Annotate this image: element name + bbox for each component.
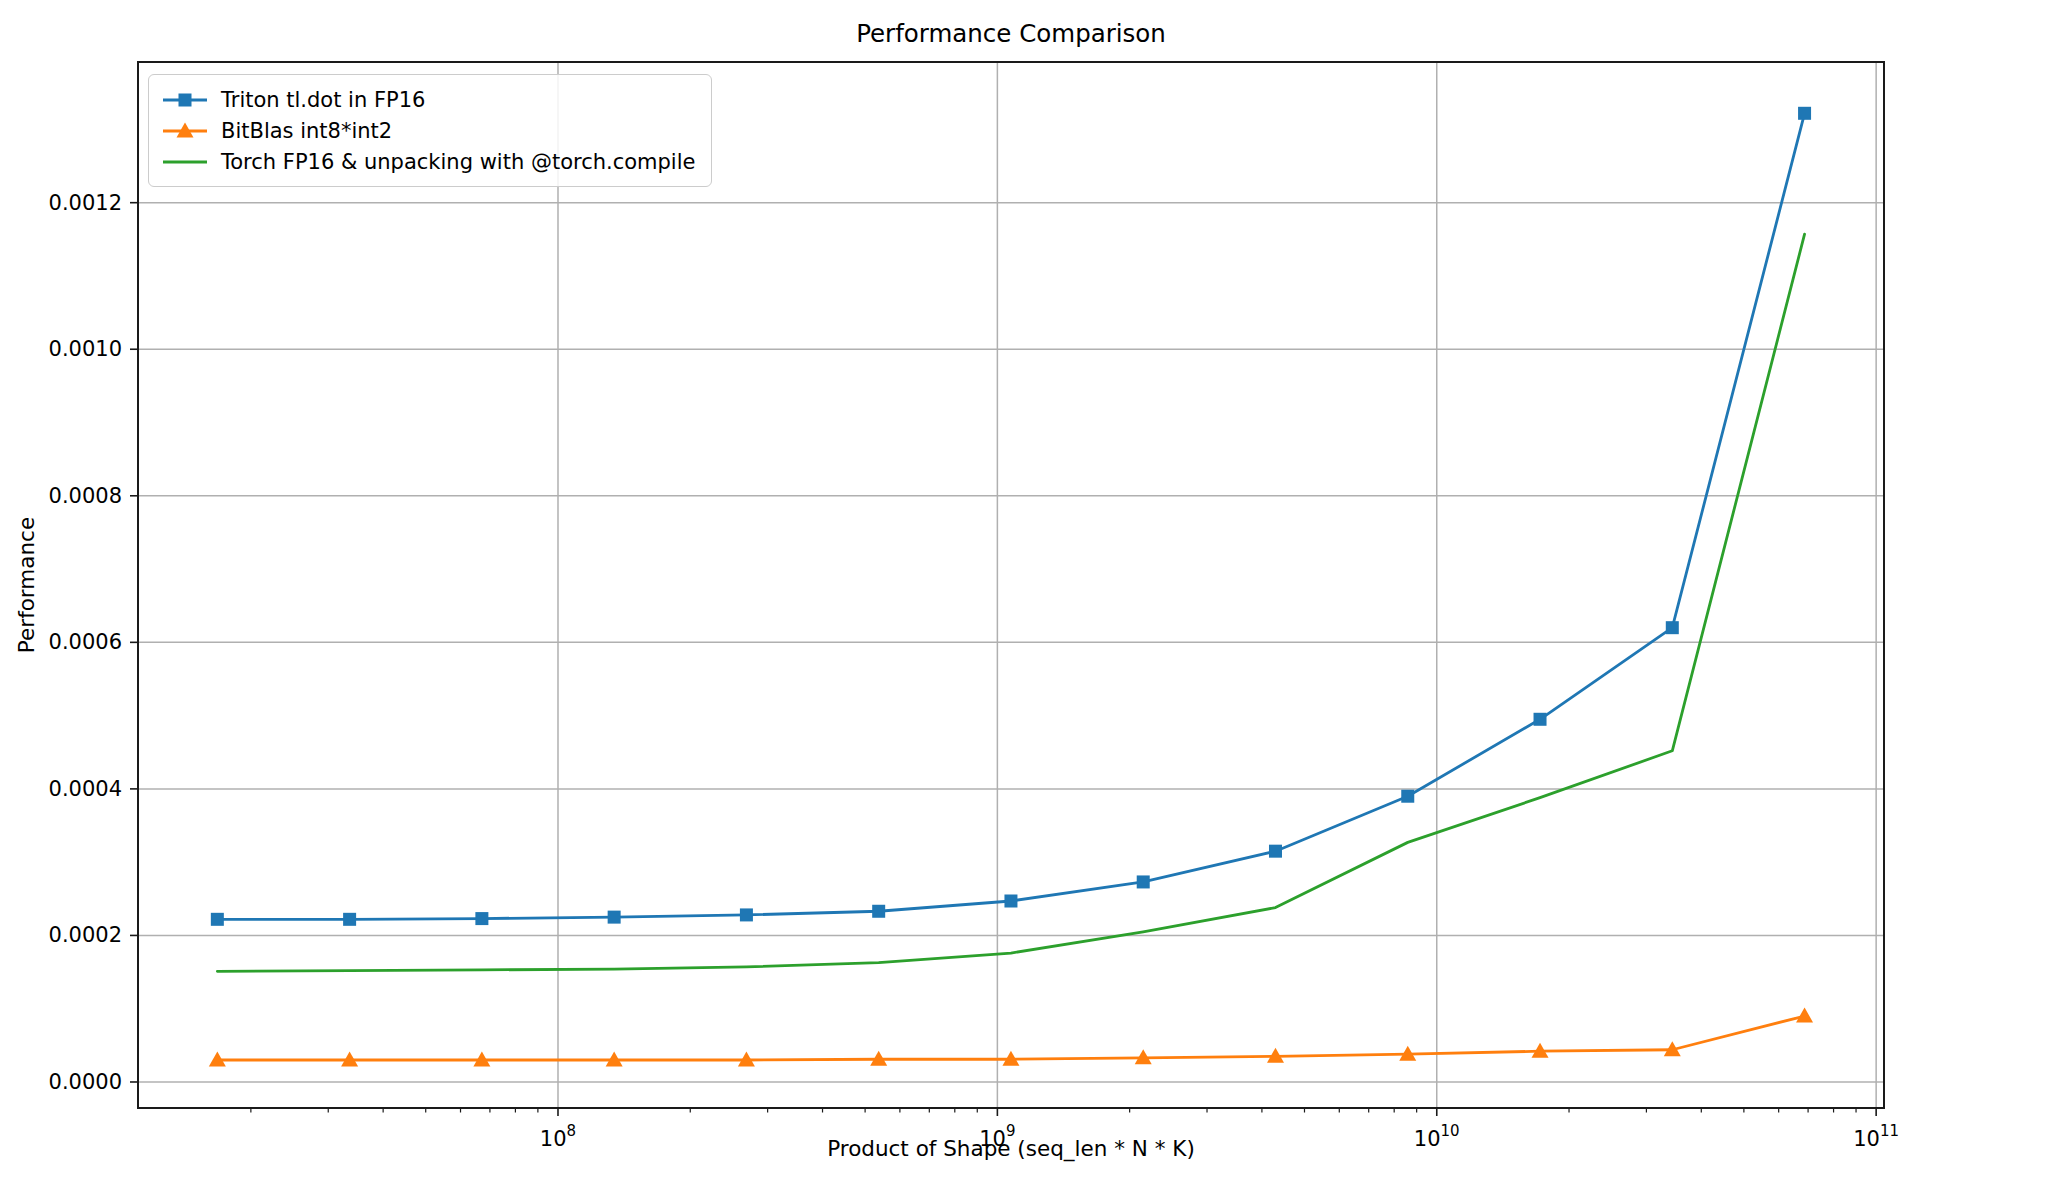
y-tick-label: 0.0012 (49, 191, 122, 215)
legend-swatch-line-icon (161, 151, 209, 173)
series-line-2 (217, 234, 1804, 971)
legend: Triton tl.dot in FP16 BitBlas int8*int2 … (148, 74, 712, 187)
legend-label: Torch FP16 & unpacking with @torch.compi… (221, 150, 695, 174)
series-0-marker (1269, 845, 1282, 858)
series-line-0 (217, 113, 1804, 919)
series-0-marker (343, 913, 356, 926)
y-tick-label: 0.0006 (49, 630, 122, 654)
y-tick-label: 0.0004 (49, 777, 122, 801)
y-tick-label: 0.0002 (49, 923, 122, 947)
series-0-marker (1798, 107, 1811, 120)
series-0-marker (1666, 621, 1679, 634)
legend-item-triton: Triton tl.dot in FP16 (161, 84, 695, 115)
series-0-marker (1137, 875, 1150, 888)
axes-frame (138, 62, 1884, 1108)
series-1-marker (1796, 1008, 1813, 1023)
series-0-marker (872, 905, 885, 918)
y-axis-label: Performance (14, 517, 39, 653)
y-tick-label: 0.0000 (49, 1070, 122, 1094)
y-tick-label: 0.0010 (49, 337, 122, 361)
series-0-marker (1401, 790, 1414, 803)
series-0-marker (740, 908, 753, 921)
series-0-marker (475, 912, 488, 925)
x-axis-label: Product of Shape (seq_len * N * K) (138, 1136, 1884, 1161)
series-0-marker (211, 913, 224, 926)
y-tick-label: 0.0008 (49, 484, 122, 508)
series-0-marker (608, 911, 621, 924)
series-0-marker (1004, 894, 1017, 907)
legend-label: Triton tl.dot in FP16 (221, 88, 425, 112)
series-0-marker (1534, 713, 1547, 726)
legend-item-bitblas: BitBlas int8*int2 (161, 115, 695, 146)
chart-figure: Performance Comparison 0.00000.00020.000… (0, 0, 2047, 1183)
legend-label: BitBlas int8*int2 (221, 119, 392, 143)
legend-swatch-square-icon (161, 89, 209, 111)
legend-item-torch: Torch FP16 & unpacking with @torch.compi… (161, 146, 695, 177)
legend-swatch-triangle-icon (161, 120, 209, 142)
